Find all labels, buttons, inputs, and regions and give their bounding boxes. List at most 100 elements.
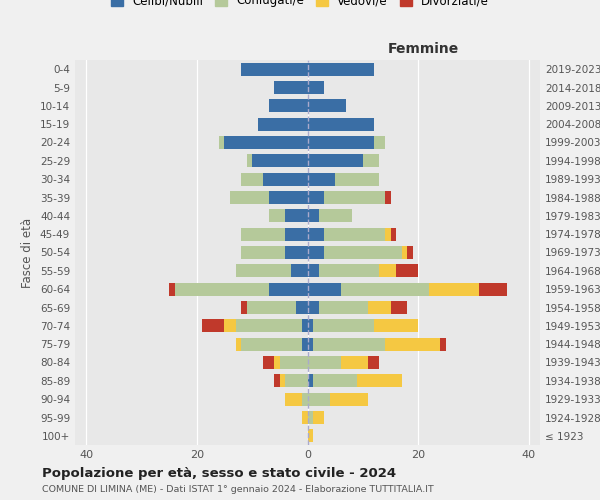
Bar bbox=[296, 301, 308, 314]
Text: Popolazione per età, sesso e stato civile - 2024: Popolazione per età, sesso e stato civil… bbox=[42, 468, 396, 480]
Bar bbox=[274, 374, 280, 387]
Bar bbox=[302, 338, 308, 350]
Bar bbox=[379, 264, 396, 277]
Bar bbox=[313, 374, 358, 387]
Bar bbox=[236, 320, 302, 332]
Bar bbox=[308, 210, 319, 222]
Text: COMUNE DI LIMINA (ME) - Dati ISTAT 1° gennaio 2024 - Elaborazione TUTTITALIA.IT: COMUNE DI LIMINA (ME) - Dati ISTAT 1° ge… bbox=[42, 486, 434, 494]
Bar bbox=[308, 338, 313, 350]
Bar bbox=[280, 374, 286, 387]
Bar bbox=[329, 393, 368, 406]
Bar bbox=[319, 210, 352, 222]
Bar bbox=[302, 320, 308, 332]
Bar bbox=[308, 154, 363, 167]
Bar bbox=[374, 320, 418, 332]
Bar bbox=[440, 338, 446, 350]
Bar bbox=[224, 320, 236, 332]
Y-axis label: Fasce di età: Fasce di età bbox=[22, 218, 34, 288]
Bar bbox=[401, 246, 407, 259]
Bar bbox=[308, 63, 374, 76]
Bar bbox=[385, 191, 391, 204]
Bar bbox=[324, 228, 385, 240]
Bar bbox=[280, 356, 308, 369]
Bar bbox=[224, 136, 308, 149]
Bar bbox=[308, 81, 324, 94]
Bar bbox=[341, 283, 429, 296]
Bar bbox=[313, 338, 385, 350]
Bar bbox=[269, 191, 308, 204]
Bar bbox=[341, 356, 368, 369]
Bar bbox=[241, 301, 247, 314]
Bar bbox=[391, 301, 407, 314]
Bar bbox=[241, 173, 263, 186]
Bar bbox=[286, 228, 308, 240]
Bar bbox=[175, 283, 269, 296]
Bar bbox=[335, 173, 379, 186]
Bar bbox=[429, 283, 479, 296]
Bar bbox=[263, 173, 308, 186]
Bar bbox=[308, 374, 313, 387]
Bar bbox=[308, 356, 341, 369]
Bar bbox=[308, 411, 313, 424]
Bar bbox=[286, 210, 308, 222]
Bar bbox=[319, 301, 368, 314]
Bar bbox=[385, 338, 440, 350]
Bar bbox=[241, 338, 302, 350]
Bar bbox=[363, 154, 379, 167]
Bar bbox=[308, 283, 341, 296]
Bar bbox=[219, 136, 224, 149]
Bar bbox=[252, 154, 308, 167]
Bar bbox=[236, 264, 291, 277]
Text: Femmine: Femmine bbox=[388, 42, 460, 56]
Bar bbox=[479, 283, 507, 296]
Bar bbox=[324, 191, 385, 204]
Bar bbox=[368, 356, 379, 369]
Bar bbox=[241, 63, 308, 76]
Bar bbox=[308, 320, 313, 332]
Bar bbox=[308, 173, 335, 186]
Bar bbox=[286, 246, 308, 259]
Bar bbox=[308, 136, 374, 149]
Bar bbox=[230, 191, 269, 204]
Bar bbox=[308, 393, 329, 406]
Bar bbox=[374, 136, 385, 149]
Bar bbox=[247, 301, 296, 314]
Bar bbox=[368, 301, 391, 314]
Bar bbox=[308, 264, 319, 277]
Bar bbox=[358, 374, 401, 387]
Bar bbox=[302, 411, 308, 424]
Bar bbox=[308, 301, 319, 314]
Bar bbox=[396, 264, 418, 277]
Bar bbox=[247, 154, 252, 167]
Bar bbox=[308, 100, 346, 112]
Bar bbox=[407, 246, 413, 259]
Bar bbox=[308, 430, 313, 442]
Bar bbox=[269, 210, 286, 222]
Bar bbox=[269, 100, 308, 112]
Bar bbox=[274, 356, 280, 369]
Bar bbox=[286, 393, 302, 406]
Bar bbox=[257, 118, 308, 130]
Bar bbox=[308, 118, 374, 130]
Bar bbox=[308, 191, 324, 204]
Bar bbox=[236, 338, 241, 350]
Bar bbox=[263, 356, 274, 369]
Bar bbox=[202, 320, 224, 332]
Bar bbox=[291, 264, 308, 277]
Bar bbox=[286, 374, 308, 387]
Bar bbox=[308, 246, 324, 259]
Bar bbox=[274, 81, 308, 94]
Bar bbox=[319, 264, 379, 277]
Bar bbox=[313, 320, 374, 332]
Bar bbox=[169, 283, 175, 296]
Bar bbox=[308, 228, 324, 240]
Bar bbox=[391, 228, 396, 240]
Legend: Celibi/Nubili, Coniugati/e, Vedovi/e, Divorziati/e: Celibi/Nubili, Coniugati/e, Vedovi/e, Di… bbox=[107, 0, 493, 11]
Bar bbox=[269, 283, 308, 296]
Bar bbox=[385, 228, 391, 240]
Bar bbox=[313, 411, 324, 424]
Bar bbox=[324, 246, 401, 259]
Bar bbox=[241, 246, 286, 259]
Bar bbox=[241, 228, 286, 240]
Bar bbox=[302, 393, 308, 406]
